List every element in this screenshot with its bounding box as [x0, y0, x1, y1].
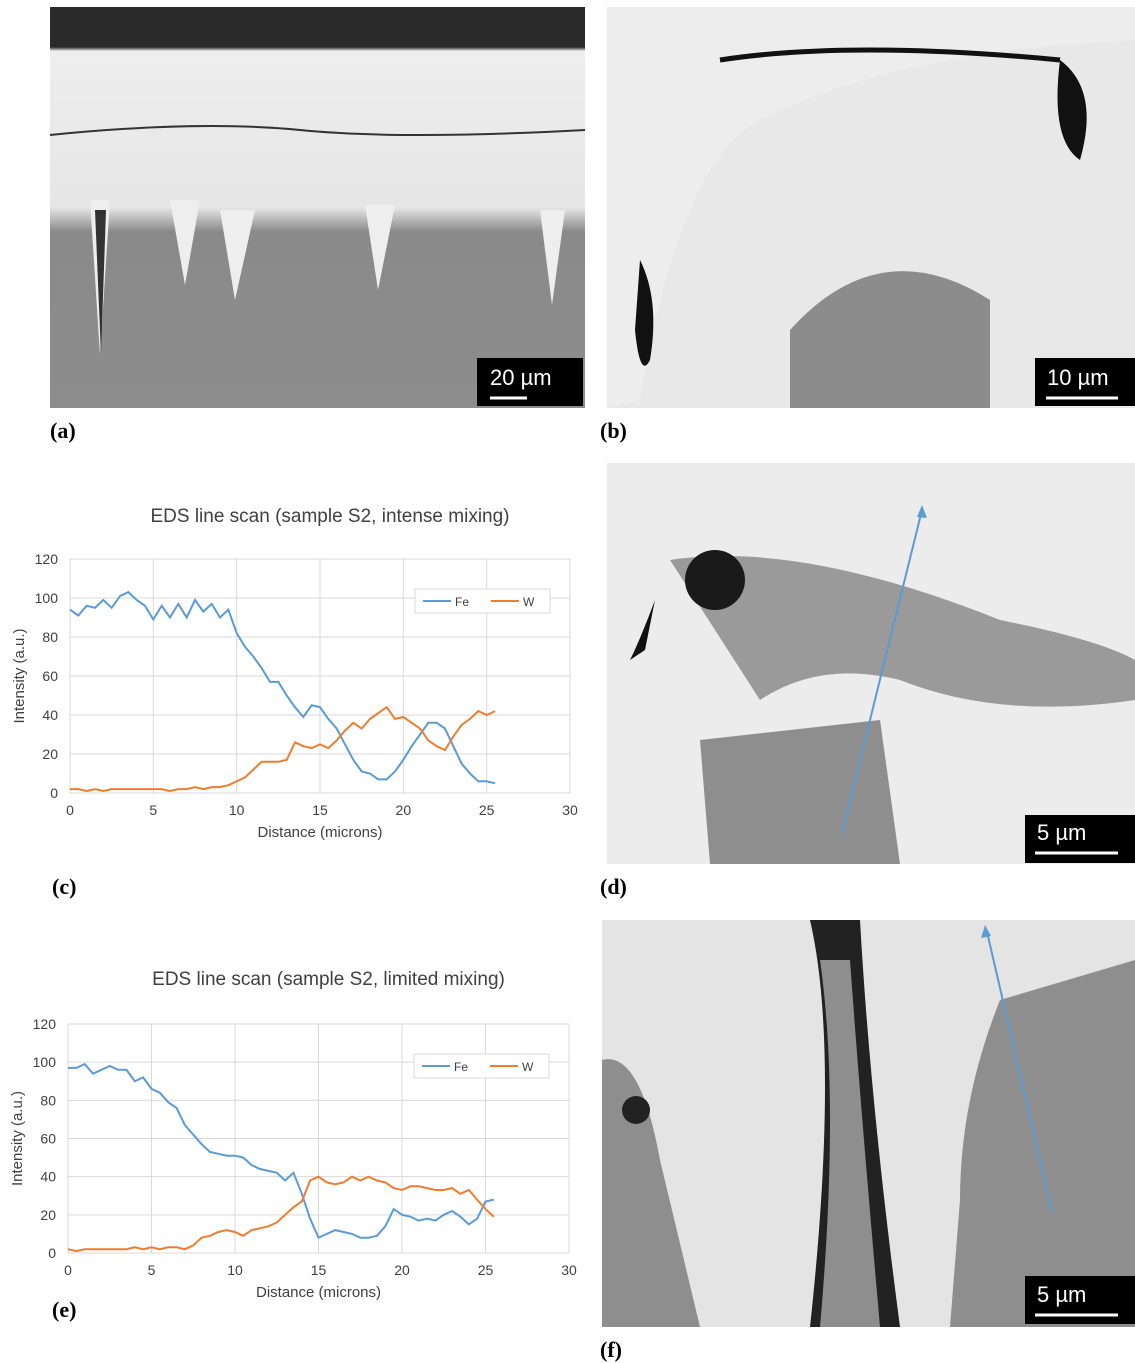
scale-bar-label: 10 µm	[1047, 365, 1109, 390]
x-tick-label: 25	[479, 802, 495, 818]
y-tick-label: 20	[42, 746, 58, 762]
x-tick-label: 10	[227, 1262, 243, 1278]
scale-bar-label: 5 µm	[1037, 820, 1086, 845]
figure: 20 µm 10 µm 5 µm 5 µm (a) (b) (c) (d) (e…	[0, 0, 1135, 1363]
y-tick-label: 40	[42, 707, 58, 723]
x-tick-label: 0	[64, 1262, 72, 1278]
y-tick-label: 120	[33, 1016, 57, 1032]
chart-title: EDS line scan (sample S2, intense mixing…	[150, 506, 509, 527]
micrograph-a	[50, 7, 585, 408]
panel-label: (f)	[600, 1337, 622, 1362]
x-tick-label: 0	[66, 802, 74, 818]
legend-label: Fe	[455, 595, 469, 609]
x-tick-label: 30	[562, 802, 578, 818]
y-tick-label: 100	[35, 590, 59, 606]
x-tick-label: 20	[396, 802, 412, 818]
y-tick-label: 0	[50, 785, 58, 801]
scale-bar-label: 5 µm	[1037, 1282, 1086, 1307]
data-line	[70, 707, 495, 791]
x-tick-label: 20	[394, 1262, 410, 1278]
panel-label: (c)	[52, 874, 76, 899]
micrograph-d	[607, 463, 1135, 864]
x-axis-label: Distance (microns)	[257, 824, 382, 841]
panel-label: (d)	[600, 874, 627, 899]
legend-label: Fe	[454, 1060, 468, 1074]
panel-label: (a)	[50, 418, 76, 443]
panel-label: (e)	[52, 1297, 76, 1322]
y-tick-label: 40	[40, 1169, 56, 1185]
y-axis-label: Intensity (a.u.)	[9, 1091, 26, 1186]
data-line	[70, 592, 495, 783]
legend-label: W	[522, 1060, 534, 1074]
y-axis-label: Intensity (a.u.)	[11, 628, 28, 723]
y-tick-label: 20	[40, 1207, 56, 1223]
y-tick-label: 80	[40, 1092, 56, 1108]
x-tick-label: 15	[312, 802, 328, 818]
micrograph-f	[602, 920, 1135, 1327]
x-tick-label: 25	[478, 1262, 494, 1278]
y-tick-label: 60	[42, 668, 58, 684]
y-tick-label: 100	[33, 1054, 57, 1070]
x-axis-label: Distance (microns)	[256, 1284, 381, 1301]
x-tick-label: 5	[148, 1262, 156, 1278]
y-tick-label: 60	[40, 1131, 56, 1147]
data-line	[68, 1177, 494, 1251]
x-tick-label: 30	[561, 1262, 577, 1278]
y-tick-label: 0	[48, 1245, 56, 1261]
micrograph-b	[607, 7, 1135, 408]
x-tick-label: 5	[149, 802, 157, 818]
chart-title: EDS line scan (sample S2, limited mixing…	[152, 969, 505, 990]
data-line	[68, 1064, 494, 1238]
panel-label: (b)	[600, 418, 627, 443]
legend-label: W	[523, 595, 535, 609]
x-tick-label: 15	[311, 1262, 327, 1278]
y-tick-label: 80	[42, 629, 58, 645]
x-tick-label: 10	[229, 802, 245, 818]
scale-bar-label: 20 µm	[490, 365, 552, 390]
y-tick-label: 120	[35, 551, 59, 567]
